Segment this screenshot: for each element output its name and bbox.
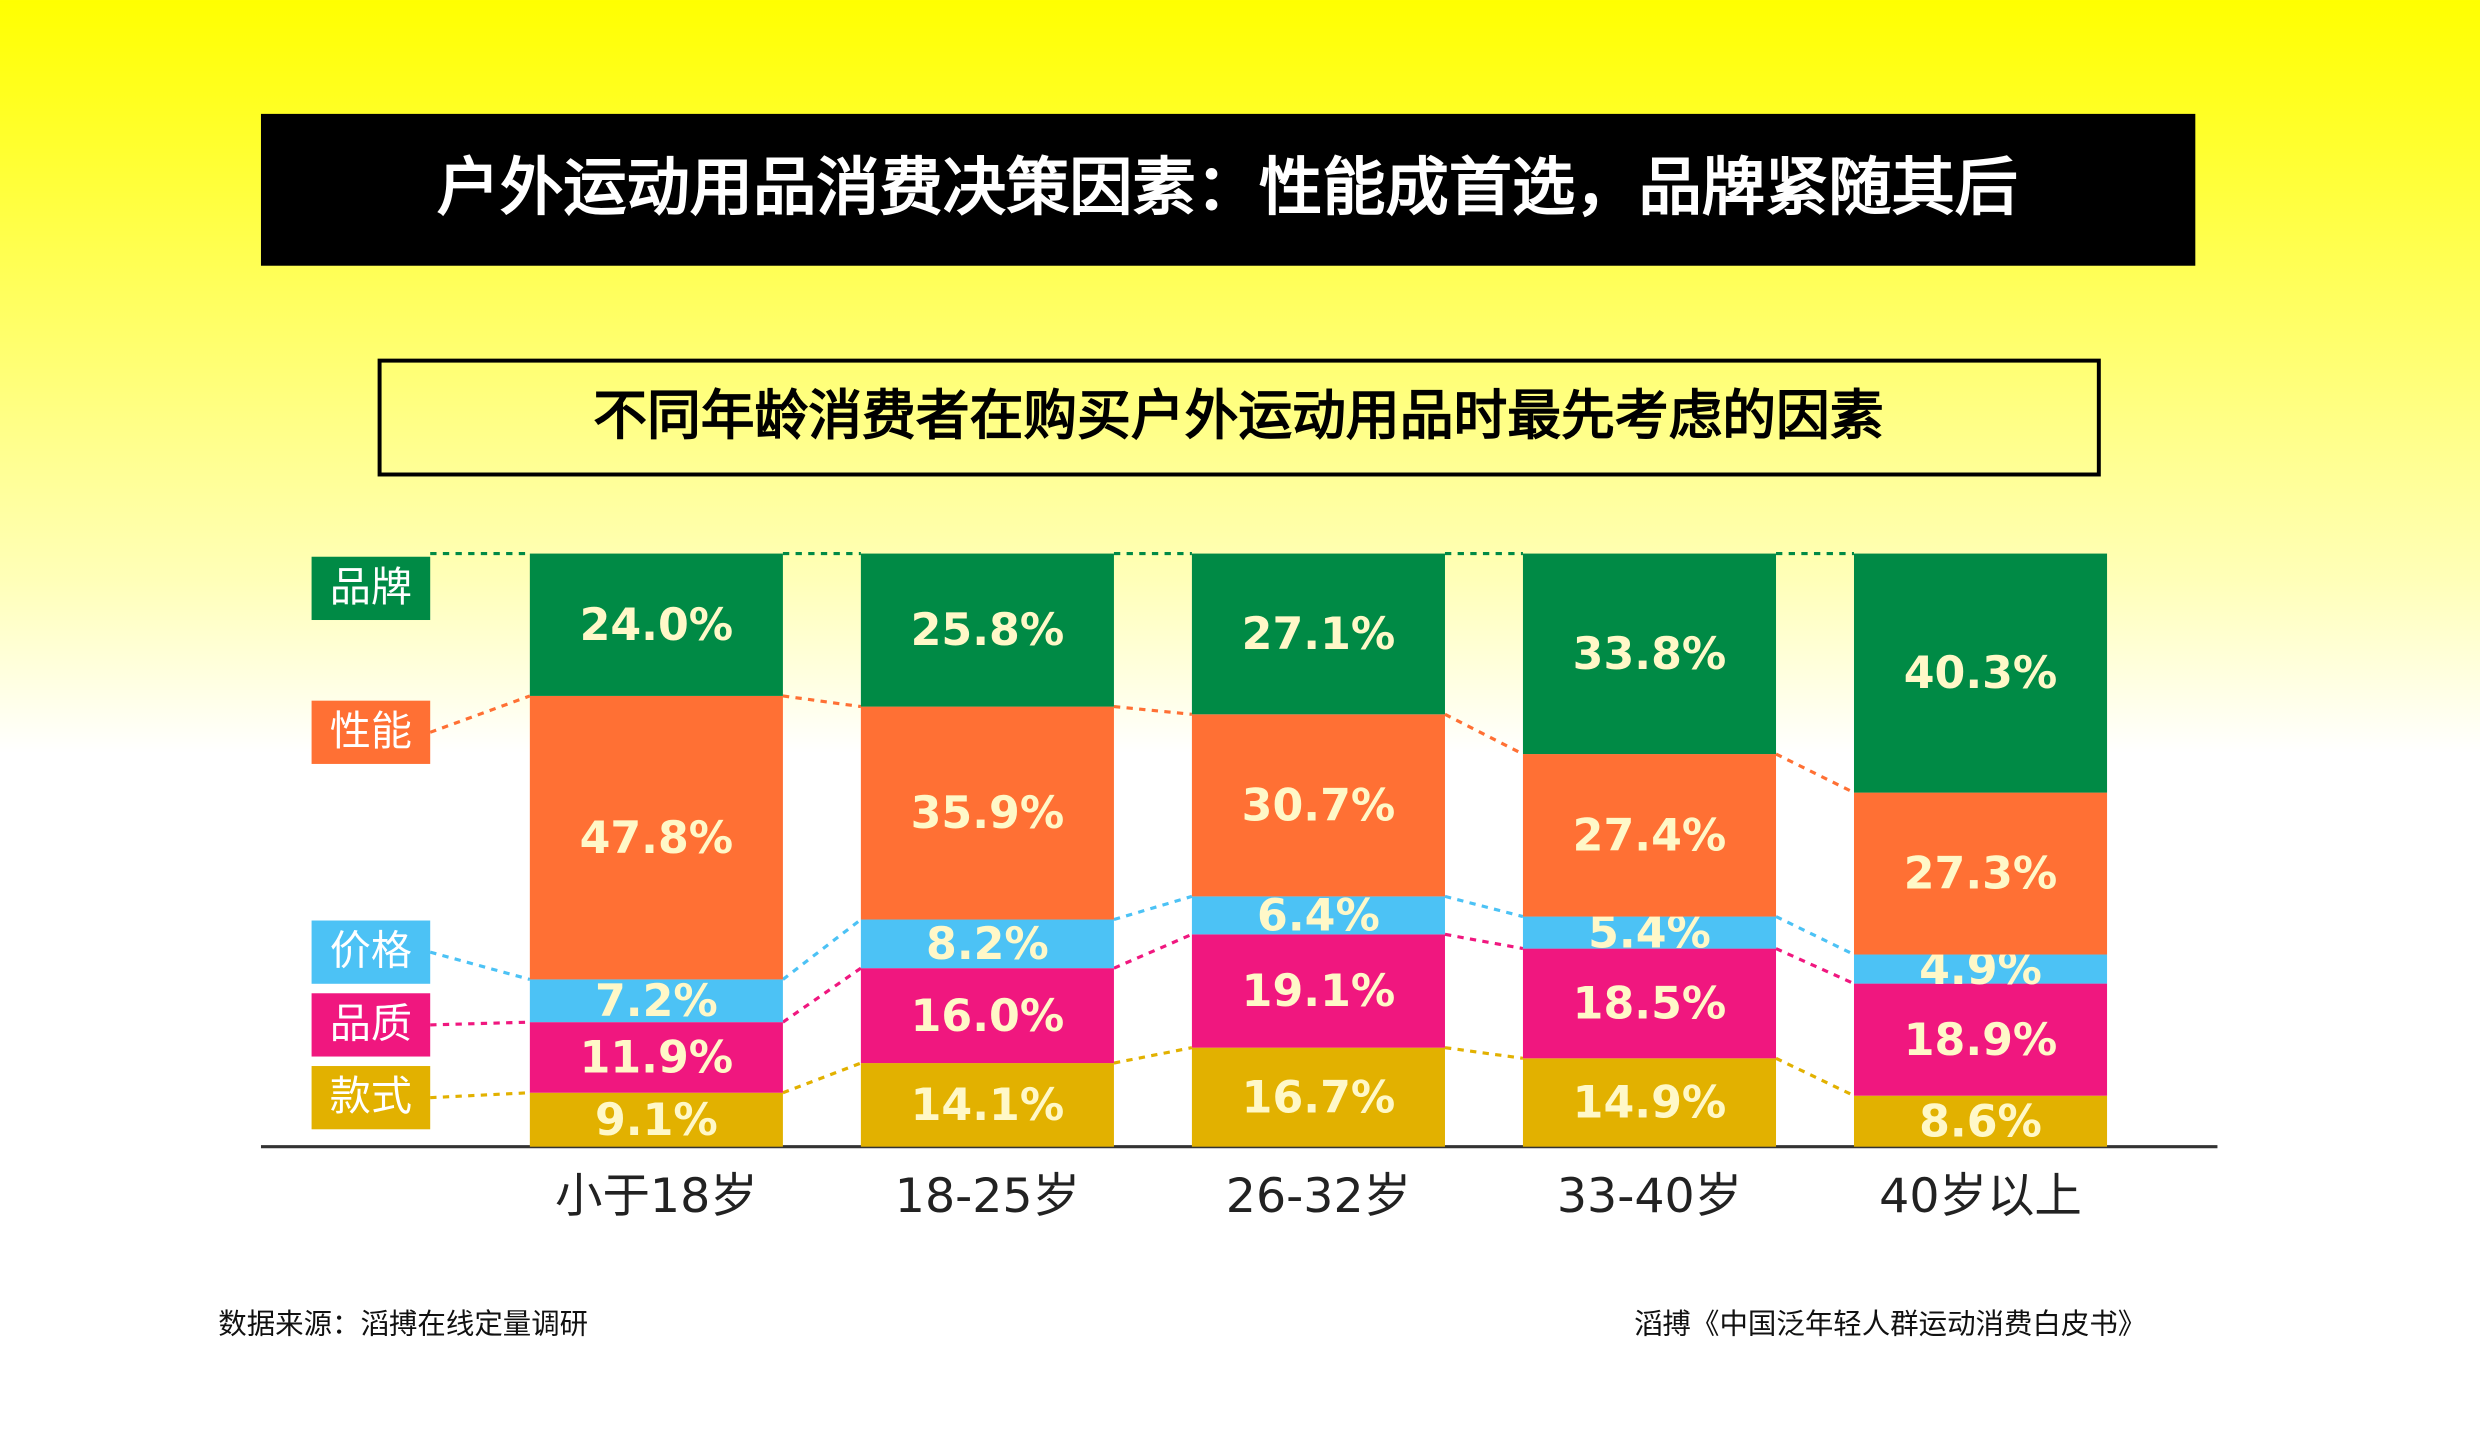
data-label: 14.1%: [911, 1080, 1065, 1131]
legend-label: 款式: [330, 1072, 412, 1120]
connector: [1113, 932, 1193, 970]
connector: [782, 1061, 862, 1095]
x-tick-label: 18-25岁: [895, 1169, 1080, 1224]
credit: 滔搏《中国泛年轻人群运动消费白皮书》: [1634, 1307, 2146, 1340]
connector: [430, 1020, 530, 1027]
bar-segment: [860, 968, 1114, 1064]
data-label: 18.5%: [1573, 979, 1727, 1030]
connector: [1444, 894, 1524, 919]
data-label: 8.6%: [1919, 1096, 2042, 1147]
connector: [782, 966, 862, 1024]
chart-subtitle: 不同年龄消费者在购买户外运动用品时最先考虑的因素: [593, 384, 1883, 447]
source: 数据来源：滔搏在线定量调研: [218, 1307, 588, 1340]
legend-label: 品牌: [330, 563, 412, 611]
data-label: 11.9%: [580, 1033, 734, 1084]
bar-segment: [860, 706, 1114, 920]
bar-segment: [1191, 553, 1445, 715]
data-label: 16.0%: [911, 991, 1065, 1042]
x-tick-label: 40岁以上: [1879, 1169, 2082, 1224]
legend-swatch: [311, 700, 431, 764]
data-label: 25.8%: [911, 605, 1065, 656]
data-label: 8.2%: [926, 919, 1049, 970]
bar-segment: [1191, 714, 1445, 897]
connector: [1113, 894, 1193, 922]
bar-segment: [1522, 553, 1777, 755]
legend-label: 价格: [330, 927, 412, 975]
bar-segment: [1522, 1058, 1777, 1147]
bar-segment: [529, 553, 783, 696]
bar-segment: [1522, 754, 1777, 917]
connector: [1113, 705, 1193, 716]
data-label: 14.9%: [1573, 1078, 1727, 1129]
data-label: 35.9%: [911, 788, 1065, 839]
bar-segment: [529, 979, 783, 1023]
bar-segment: [1522, 948, 1777, 1059]
legend-label: 性能: [330, 707, 412, 755]
data-label: 7.2%: [595, 976, 718, 1027]
title-box: [260, 113, 2196, 266]
bar-segment: [1191, 934, 1445, 1048]
bar-segment: [1853, 1095, 2108, 1147]
bar-segment: [1191, 1047, 1445, 1147]
bar-segment: [529, 695, 783, 980]
connector: [430, 1091, 530, 1100]
data-label: 16.7%: [1242, 1072, 1396, 1123]
connector: [1775, 947, 1855, 986]
data-label: 18.9%: [1904, 1015, 2058, 1066]
bar-segment: [1853, 792, 2108, 955]
connector: [429, 694, 531, 734]
bar-segment: [1853, 983, 2108, 1096]
data-label: 27.1%: [1242, 609, 1396, 660]
legend-swatch: [311, 920, 431, 984]
connector: [1775, 752, 1855, 795]
connector: [429, 950, 531, 981]
connector: [1444, 712, 1524, 756]
x-tick-label: 26-32岁: [1226, 1169, 1411, 1224]
bars: 9.1% 14.1% 16.7% 14.9% 8.6% 11.9% 16.0% 19.1% 18…: [529, 553, 2108, 1147]
bar-segment: [529, 1092, 783, 1147]
bar-segment: [529, 1022, 783, 1093]
legend-swatch: [311, 993, 431, 1057]
connector: [1775, 1056, 1855, 1098]
connector: [1444, 1046, 1524, 1060]
connector: [1775, 915, 1855, 956]
bar-segment: [1522, 916, 1777, 949]
x-tick-label: 小于18岁: [555, 1169, 758, 1224]
bar-segment: [1853, 954, 2108, 984]
data-label: 9.1%: [595, 1095, 718, 1146]
legend-swatch: [311, 556, 431, 621]
legend-label: 品质: [330, 999, 412, 1047]
data-label: 24.0%: [580, 600, 734, 651]
connector: [782, 694, 862, 709]
connectors: [429, 551, 1855, 1100]
bar-segment: [860, 919, 1114, 969]
bar-segment: [1191, 896, 1445, 935]
data-label: 6.4%: [1257, 891, 1380, 942]
data-label: 30.7%: [1242, 781, 1396, 832]
data-label: 47.8%: [580, 813, 734, 864]
x-tick-label: 33-40岁: [1557, 1169, 1742, 1224]
data-label: 19.1%: [1242, 966, 1396, 1017]
data-label: 27.4%: [1573, 810, 1727, 861]
bar-segment: [860, 553, 1114, 707]
subtitle-box: [377, 358, 2101, 477]
connector: [1444, 932, 1524, 951]
bar-segment: [860, 1063, 1114, 1147]
legend-swatch: [311, 1066, 431, 1130]
chart-title: 户外运动用品消费决策因素：性能成首选，品牌紧随其后: [437, 150, 2018, 224]
data-label: 27.3%: [1904, 849, 2058, 900]
bar-segment: [1853, 553, 2108, 793]
connector: [781, 918, 862, 981]
data-label: 40.3%: [1904, 648, 2058, 699]
data-label: 33.8%: [1573, 629, 1727, 680]
connector: [1113, 1046, 1193, 1065]
